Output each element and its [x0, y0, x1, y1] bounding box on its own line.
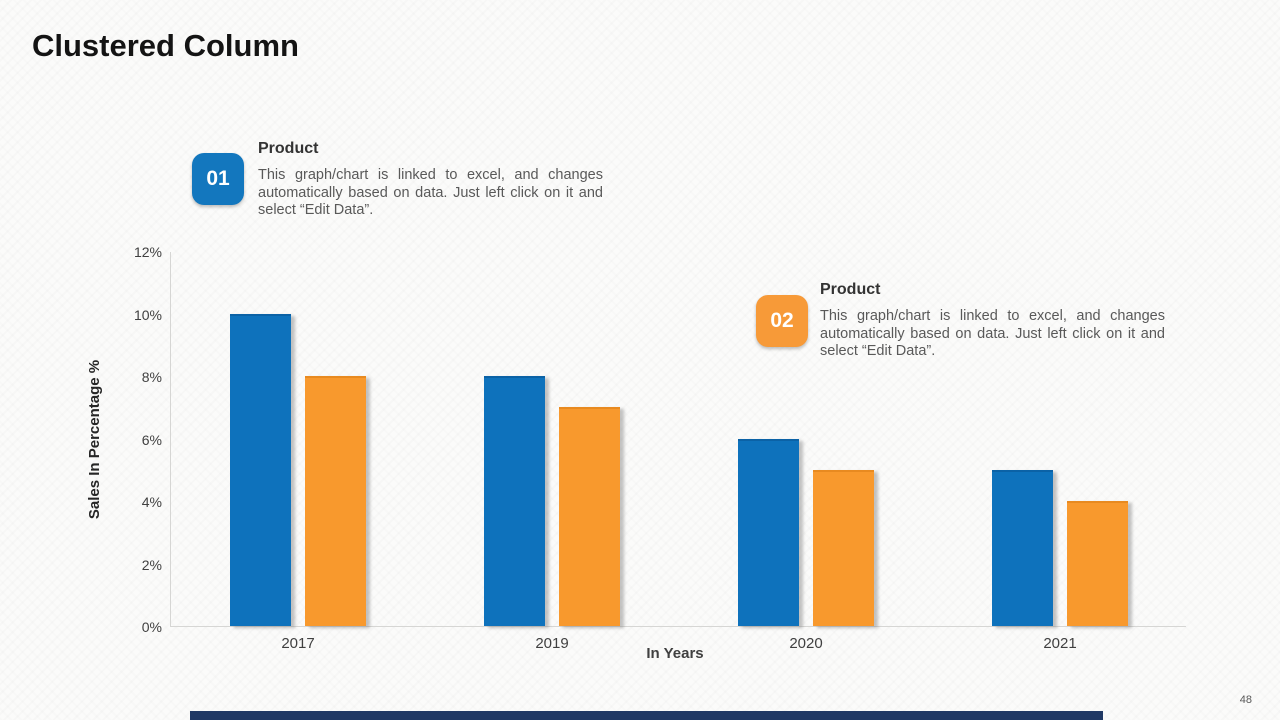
- y-tick-label: 0%: [141, 619, 162, 635]
- bar-2017-product-02[interactable]: [305, 376, 366, 626]
- y-tick-label: 10%: [133, 306, 162, 323]
- callout-2-heading: Product: [820, 281, 881, 298]
- bar-2019-product-01[interactable]: [484, 376, 545, 626]
- bar-2021-product-01[interactable]: [992, 469, 1053, 626]
- bar-2019-product-02[interactable]: [559, 407, 620, 626]
- slide-title: Clustered Column: [32, 28, 299, 63]
- callout-1-number-badge: 01: [192, 153, 244, 205]
- footer-bar: [190, 711, 1103, 720]
- x-axis-title: In Years: [646, 645, 704, 662]
- y-tick-label: 4%: [141, 494, 162, 510]
- callout-2-body: This graph/chart is linked to excel, and…: [820, 308, 1165, 360]
- y-tick-label: 12%: [133, 244, 162, 260]
- bar-2020-product-01[interactable]: [738, 438, 799, 626]
- callout-1-heading: Product: [258, 140, 319, 157]
- bar-2020-product-02[interactable]: [813, 469, 874, 626]
- x-tick-label: 2020: [789, 635, 823, 652]
- callout-1-number: 01: [206, 167, 230, 190]
- x-tick-label: 2019: [535, 635, 569, 652]
- y-tick-label: 8%: [141, 369, 162, 385]
- callout-2-number-badge: 02: [756, 295, 808, 347]
- callout-2-number: 02: [770, 309, 794, 332]
- x-tick-label: 2017: [281, 635, 315, 652]
- y-tick-label: 6%: [141, 431, 162, 448]
- bar-2017-product-01[interactable]: [230, 313, 291, 626]
- callout-1-body: This graph/chart is linked to excel, and…: [258, 167, 603, 219]
- y-tick-label: 2%: [141, 556, 162, 573]
- bar-2021-product-02[interactable]: [1067, 501, 1128, 626]
- plot-area[interactable]: 2017 2019 2020 2021: [170, 252, 1186, 652]
- page-number: 48: [1239, 694, 1252, 706]
- x-tick-label: 2021: [1043, 635, 1077, 652]
